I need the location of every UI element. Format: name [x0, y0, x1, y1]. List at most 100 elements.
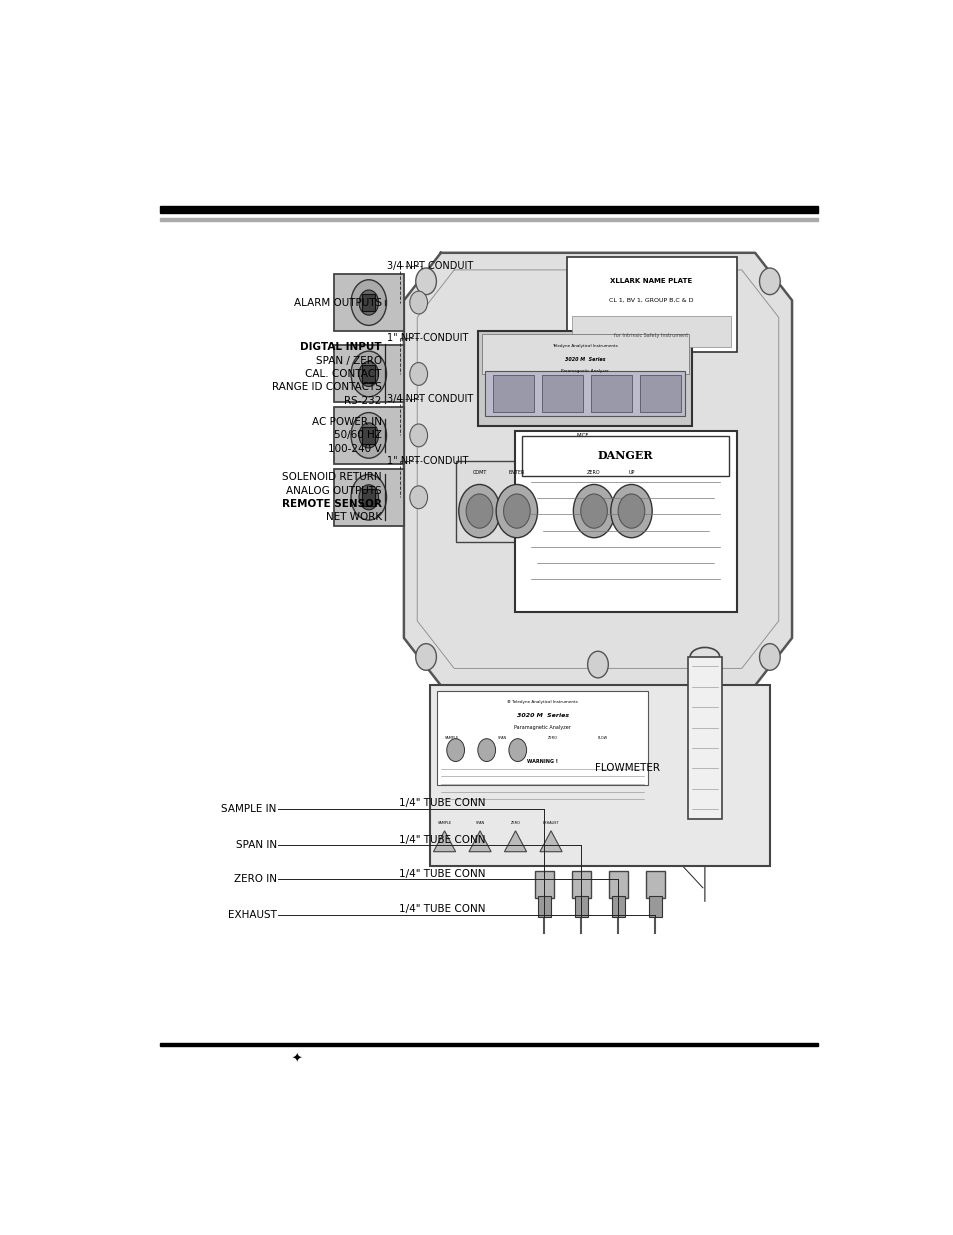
Circle shape: [496, 484, 537, 537]
Text: ENTER: ENTER: [508, 471, 524, 475]
Bar: [334, 406, 403, 464]
Bar: [572, 316, 730, 347]
Text: ZERO: ZERO: [587, 471, 600, 475]
Text: 3/4 NPT CONDUIT: 3/4 NPT CONDUIT: [387, 394, 473, 404]
Circle shape: [759, 268, 780, 295]
Circle shape: [610, 484, 652, 537]
Bar: [334, 274, 403, 331]
Circle shape: [410, 424, 427, 447]
Bar: [535, 871, 554, 898]
Circle shape: [587, 261, 608, 287]
Bar: [436, 690, 647, 785]
Text: ZERO: ZERO: [547, 736, 557, 740]
Bar: [515, 431, 736, 611]
Circle shape: [466, 494, 493, 529]
Bar: [570, 461, 655, 542]
Circle shape: [416, 643, 436, 671]
Text: 100-240 V: 100-240 V: [328, 443, 381, 453]
Text: 1/4" TUBE CONN: 1/4" TUBE CONN: [398, 798, 485, 809]
Circle shape: [618, 494, 644, 529]
Text: ALARM OUTPUTS: ALARM OUTPUTS: [294, 298, 381, 308]
Text: WARNING !: WARNING !: [527, 758, 558, 764]
Text: SAMPLE: SAMPLE: [437, 821, 451, 825]
Bar: [648, 895, 661, 916]
Text: ④ Teledyne Analytical Instruments: ④ Teledyne Analytical Instruments: [507, 700, 578, 704]
Text: 3020 M  Series: 3020 M Series: [516, 713, 568, 718]
Bar: [571, 871, 590, 898]
Text: XLLARK NAME PLATE: XLLARK NAME PLATE: [610, 278, 692, 284]
Bar: [608, 871, 627, 898]
Text: 1" NPT CONDUIT: 1" NPT CONDUIT: [387, 456, 468, 466]
Text: CL 1, BV 1, GROUP B,C & D: CL 1, BV 1, GROUP B,C & D: [609, 298, 693, 303]
Text: 1" NPT CONDUIT: 1" NPT CONDUIT: [387, 332, 468, 343]
Text: AC POWER IN: AC POWER IN: [312, 417, 381, 427]
Bar: [521, 436, 728, 475]
Circle shape: [580, 494, 607, 529]
Bar: [566, 257, 736, 352]
Text: Paramagnetic Analyzer: Paramagnetic Analyzer: [514, 725, 571, 730]
Circle shape: [410, 485, 427, 509]
Bar: [160, 1044, 817, 1046]
Bar: [574, 895, 587, 916]
Circle shape: [358, 484, 378, 510]
Text: 3020 M  Series: 3020 M Series: [564, 357, 604, 362]
Polygon shape: [539, 831, 561, 852]
Text: NET WORK: NET WORK: [325, 513, 381, 522]
Bar: [541, 375, 582, 411]
Circle shape: [351, 280, 386, 325]
Text: SPAN: SPAN: [497, 736, 506, 740]
Text: 1/4" TUBE CONN: 1/4" TUBE CONN: [398, 904, 485, 914]
Circle shape: [410, 291, 427, 314]
Polygon shape: [403, 253, 791, 685]
Bar: [477, 331, 692, 426]
Bar: [537, 895, 551, 916]
Circle shape: [477, 739, 495, 762]
Circle shape: [759, 643, 780, 671]
Text: SPAN: SPAN: [475, 821, 484, 825]
Circle shape: [351, 351, 386, 396]
Polygon shape: [433, 831, 456, 852]
Bar: [456, 461, 540, 542]
Bar: [429, 685, 769, 866]
Circle shape: [416, 268, 436, 295]
Circle shape: [508, 739, 526, 762]
Circle shape: [351, 412, 386, 458]
Text: RS-232: RS-232: [344, 395, 381, 405]
Bar: [160, 217, 817, 221]
Bar: [492, 375, 533, 411]
Text: DANGER: DANGER: [598, 451, 653, 462]
Polygon shape: [469, 831, 491, 852]
Text: FLOW: FLOW: [597, 736, 607, 740]
Circle shape: [573, 484, 614, 537]
Text: 3/4 NPT CONDUIT: 3/4 NPT CONDUIT: [387, 262, 473, 272]
Text: ZERO: ZERO: [510, 821, 520, 825]
Bar: [362, 427, 375, 443]
Text: MCF _: MCF _: [577, 432, 593, 438]
Text: ✦: ✦: [291, 1052, 302, 1066]
Text: UP: UP: [628, 471, 634, 475]
Bar: [611, 895, 624, 916]
Bar: [334, 469, 403, 526]
Bar: [590, 375, 631, 411]
Circle shape: [446, 739, 464, 762]
Bar: [160, 206, 817, 212]
Bar: [362, 294, 375, 311]
Text: 1/4" TUBE CONN: 1/4" TUBE CONN: [398, 835, 485, 845]
Circle shape: [358, 422, 378, 448]
Bar: [639, 375, 680, 411]
Bar: [687, 657, 720, 819]
Circle shape: [587, 651, 608, 678]
Text: SAMPLE IN: SAMPLE IN: [221, 804, 276, 814]
Bar: [485, 370, 684, 416]
Bar: [362, 489, 375, 506]
Circle shape: [358, 290, 378, 315]
Text: Teledyne Analytical Instruments: Teledyne Analytical Instruments: [552, 345, 618, 348]
Text: EXHAUST: EXHAUST: [542, 821, 558, 825]
Text: EXHAUST: EXHAUST: [228, 910, 276, 920]
Text: SPAN / ZERO: SPAN / ZERO: [315, 356, 381, 366]
Polygon shape: [504, 831, 526, 852]
Text: ANALOG OUTPUTS: ANALOG OUTPUTS: [286, 485, 381, 495]
Text: DIGTAL INPUT: DIGTAL INPUT: [300, 342, 381, 352]
Text: 1/4" TUBE CONN: 1/4" TUBE CONN: [398, 868, 485, 879]
Text: 50/60 HZ: 50/60 HZ: [334, 430, 381, 441]
